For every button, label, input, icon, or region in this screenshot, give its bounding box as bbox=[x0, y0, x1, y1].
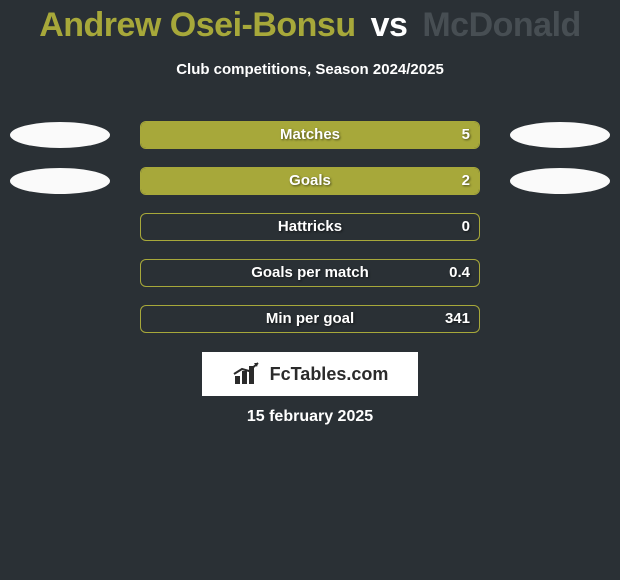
stat-row: Goals per match0.4 bbox=[0, 250, 620, 296]
chart-icon bbox=[232, 361, 264, 387]
stat-row: Hattricks0 bbox=[0, 204, 620, 250]
stat-bar-track bbox=[140, 213, 480, 241]
stat-bar-fill bbox=[141, 168, 479, 194]
stat-bar-track bbox=[140, 305, 480, 333]
season-subtitle: Club competitions, Season 2024/2025 bbox=[0, 61, 620, 78]
brand-text: FcTables.com bbox=[270, 364, 389, 385]
player1-indicator bbox=[10, 122, 110, 148]
stat-bar-track bbox=[140, 167, 480, 195]
stat-bar-track bbox=[140, 259, 480, 287]
snapshot-date: 15 february 2025 bbox=[0, 408, 620, 426]
stat-bar-fill bbox=[141, 122, 479, 148]
player2-indicator bbox=[510, 122, 610, 148]
stat-row: Matches5 bbox=[0, 112, 620, 158]
stat-row: Goals2 bbox=[0, 158, 620, 204]
player2-name: McDonald bbox=[422, 6, 580, 44]
stat-row: Min per goal341 bbox=[0, 296, 620, 342]
stats-container: Matches5Goals2Hattricks0Goals per match0… bbox=[0, 112, 620, 342]
vs-label: vs bbox=[365, 6, 414, 44]
player2-indicator bbox=[510, 168, 610, 194]
brand-logo: FcTables.com bbox=[202, 352, 418, 396]
player1-name: Andrew Osei-Bonsu bbox=[39, 6, 355, 44]
stat-bar-track bbox=[140, 121, 480, 149]
player1-indicator bbox=[10, 168, 110, 194]
comparison-title: Andrew Osei-Bonsu vs McDonald bbox=[0, 0, 620, 45]
